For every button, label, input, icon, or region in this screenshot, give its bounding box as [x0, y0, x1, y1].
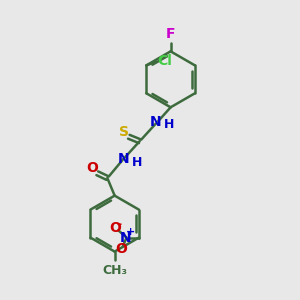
Text: CH₃: CH₃	[102, 264, 127, 277]
Text: +: +	[125, 227, 135, 237]
Text: H: H	[132, 156, 143, 169]
Text: O: O	[115, 242, 127, 256]
Text: N: N	[118, 152, 129, 166]
Text: -: -	[117, 218, 122, 231]
Text: O: O	[110, 221, 121, 235]
Text: N: N	[120, 231, 132, 244]
Text: H: H	[164, 118, 175, 131]
Text: N: N	[150, 115, 162, 129]
Text: S: S	[119, 125, 129, 139]
Text: F: F	[166, 27, 175, 41]
Text: Cl: Cl	[158, 54, 172, 68]
Text: O: O	[86, 161, 98, 175]
